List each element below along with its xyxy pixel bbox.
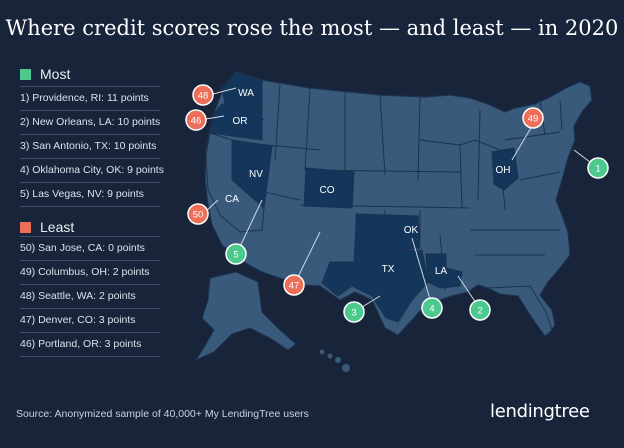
list-item: 47) Denver, CO: 3 points [20, 309, 160, 333]
legend-least-label: Least [40, 219, 75, 235]
list-item: 48) Seattle, WA: 2 points [20, 285, 160, 309]
state-label-ca: CA [225, 194, 239, 205]
page-title: Where credit scores rose the most — and … [5, 16, 619, 40]
marker-label: 3 [351, 308, 356, 319]
marker-most-5 [225, 243, 247, 265]
orange-square-icon [20, 221, 31, 233]
list-item: 4) Oklahoma City, OK: 9 points [20, 159, 164, 183]
state-la [425, 253, 463, 289]
marker-label: 50 [193, 210, 204, 221]
legend-most-label: Most [40, 66, 71, 82]
list-item: 1) Providence, RI: 11 points [20, 86, 160, 111]
state-label-tx: TX [382, 264, 395, 275]
florida [486, 285, 553, 337]
marker-label: 48 [198, 91, 209, 102]
marker-label: 47 [289, 281, 300, 292]
state-label-nv: NV [249, 169, 263, 180]
least-list: 50) San Jose, CA: 0 points 49) Columbus,… [20, 236, 160, 357]
marker-label: 4 [429, 304, 434, 315]
legend-most-heading: Most [20, 66, 70, 82]
source-note: Source: Anonymized sample of 40,000+ My … [16, 408, 309, 420]
state-or [209, 103, 263, 141]
marker-most-1 [587, 157, 609, 179]
marker-label: 49 [528, 114, 539, 125]
state-oh [491, 147, 519, 191]
marker-least-49 [522, 107, 544, 129]
list-item: 5) Las Vegas, NV: 9 points [20, 183, 160, 207]
marker-label: 5 [233, 250, 238, 261]
list-item: 50) San Jose, CA: 0 points [20, 236, 160, 261]
legend-least-heading: Least [20, 219, 74, 235]
list-item: 49) Columbus, OH: 2 points [20, 261, 160, 285]
alaska [194, 271, 297, 362]
state-label-ok: OK [404, 225, 419, 236]
most-list: 1) Providence, RI: 11 points 2) New Orle… [20, 86, 164, 207]
green-square-icon [20, 68, 31, 80]
marker-least-47 [283, 274, 305, 296]
state-label-wa: WA [238, 88, 254, 99]
marker-label: 1 [595, 164, 600, 175]
state-label-co: CO [320, 185, 335, 196]
state-co [303, 167, 355, 209]
marker-least-46 [185, 109, 207, 131]
lendingtree-logo: lendingtree [490, 401, 590, 422]
list-item: 46) Portland, OR: 3 points [20, 333, 160, 357]
marker-label: 2 [477, 306, 482, 317]
marker-least-50 [187, 203, 209, 225]
marker-most-2 [469, 299, 491, 321]
state-label-oh: OH [496, 165, 511, 176]
hawaii [319, 349, 350, 372]
marker-most-3 [343, 301, 365, 323]
state-label-la: LA [435, 266, 448, 277]
marker-label: 46 [191, 116, 202, 127]
list-item: 3) San Antonio, TX: 10 points [20, 135, 160, 159]
state-ca [205, 132, 265, 233]
list-item: 2) New Orleans, LA: 10 points [20, 111, 160, 135]
marker-least-48 [192, 84, 214, 106]
state-tx [321, 223, 429, 323]
marker-most-4 [421, 297, 443, 319]
state-label-or: OR [233, 116, 248, 127]
